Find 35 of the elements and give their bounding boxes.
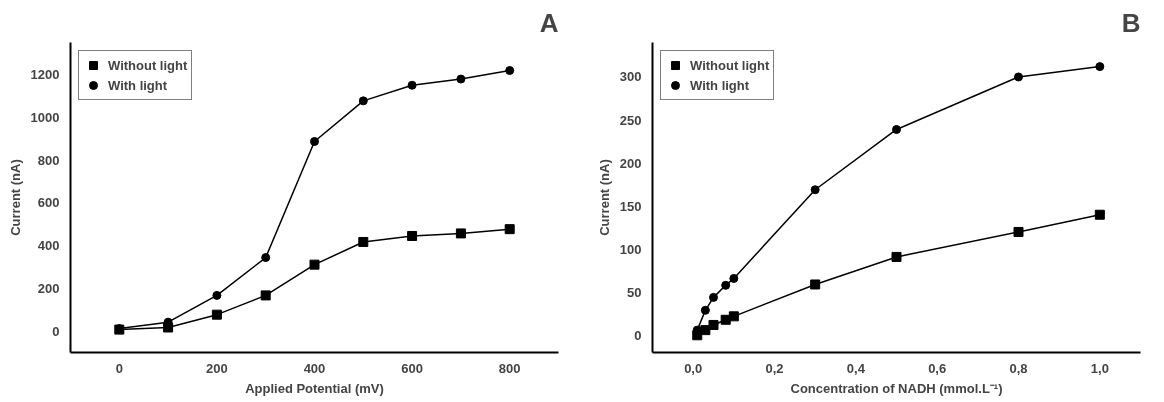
y-tick-label: 0: [52, 323, 60, 339]
x-tick-label: 0,2: [765, 360, 784, 376]
y-tick-label: 800: [37, 152, 60, 168]
x-tick-label: 1,0: [1090, 360, 1109, 376]
y-axis-title: Current (nA): [7, 159, 23, 236]
x-tick-label: 600: [401, 360, 423, 376]
y-axis-title: Current (nA): [596, 159, 612, 236]
legend-label: Without light: [690, 56, 770, 75]
y-tick-label: 400: [37, 238, 60, 254]
y-tick-label: 600: [37, 195, 60, 211]
x-tick-label: 0: [115, 360, 123, 376]
y-tick-label: 1000: [30, 109, 60, 125]
y-tick-label: 250: [619, 112, 642, 128]
x-tick-label: 0,4: [846, 360, 866, 376]
x-tick-label: 200: [206, 360, 228, 376]
chart-title: B: [1121, 7, 1141, 38]
x-tick-label: 0,6: [928, 360, 947, 376]
legend-label: Without light: [108, 56, 188, 75]
x-axis-title: Applied Potential (mV): [245, 380, 384, 396]
y-tick-label: 200: [619, 155, 642, 171]
y-tick-label: 100: [619, 241, 642, 257]
y-tick-label: 1200: [30, 67, 60, 83]
legend-label: With light: [108, 76, 168, 95]
x-tick-label: 0,0: [684, 360, 703, 376]
x-axis-title: Concentration of NADH (mmol.L⁻¹): [790, 380, 1003, 396]
x-tick-label: 800: [498, 360, 521, 376]
y-tick-label: 200: [37, 280, 60, 296]
y-tick-label: 50: [627, 284, 642, 300]
y-tick-label: 300: [619, 69, 642, 85]
x-tick-label: 400: [303, 360, 326, 376]
y-tick-label: 150: [619, 198, 642, 214]
x-tick-label: 0,8: [1009, 360, 1028, 376]
y-tick-label: 0: [634, 327, 642, 343]
legend-label: With light: [690, 76, 750, 95]
chart-title: A: [539, 7, 559, 38]
